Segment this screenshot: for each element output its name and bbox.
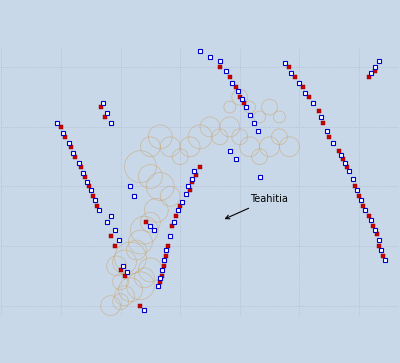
Text: Teahitia: Teahitia <box>226 194 288 219</box>
